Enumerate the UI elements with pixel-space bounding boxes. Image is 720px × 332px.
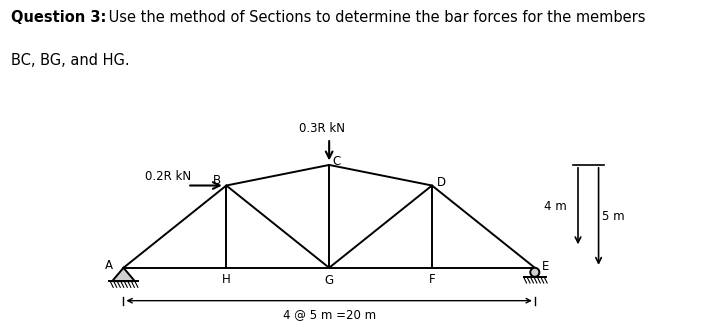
Text: E: E	[541, 260, 549, 273]
Text: Use the method of Sections to determine the bar forces for the members: Use the method of Sections to determine …	[104, 10, 646, 25]
Text: D: D	[436, 176, 446, 189]
Text: 4 @ 5 m =20 m: 4 @ 5 m =20 m	[282, 308, 376, 321]
Text: BC, BG, and HG.: BC, BG, and HG.	[11, 53, 130, 68]
Text: 4 m: 4 m	[544, 200, 567, 212]
Text: 5 m: 5 m	[602, 210, 624, 223]
Text: G: G	[325, 274, 333, 287]
Text: 0.2R kN: 0.2R kN	[145, 170, 191, 184]
Circle shape	[531, 268, 539, 277]
Text: H: H	[222, 273, 230, 286]
Text: C: C	[332, 155, 341, 168]
Text: A: A	[105, 259, 113, 272]
Text: B: B	[213, 174, 221, 187]
Text: 0.3R kN: 0.3R kN	[299, 122, 345, 135]
Polygon shape	[112, 268, 135, 281]
Text: F: F	[428, 273, 436, 286]
Text: Question 3:: Question 3:	[11, 10, 106, 25]
